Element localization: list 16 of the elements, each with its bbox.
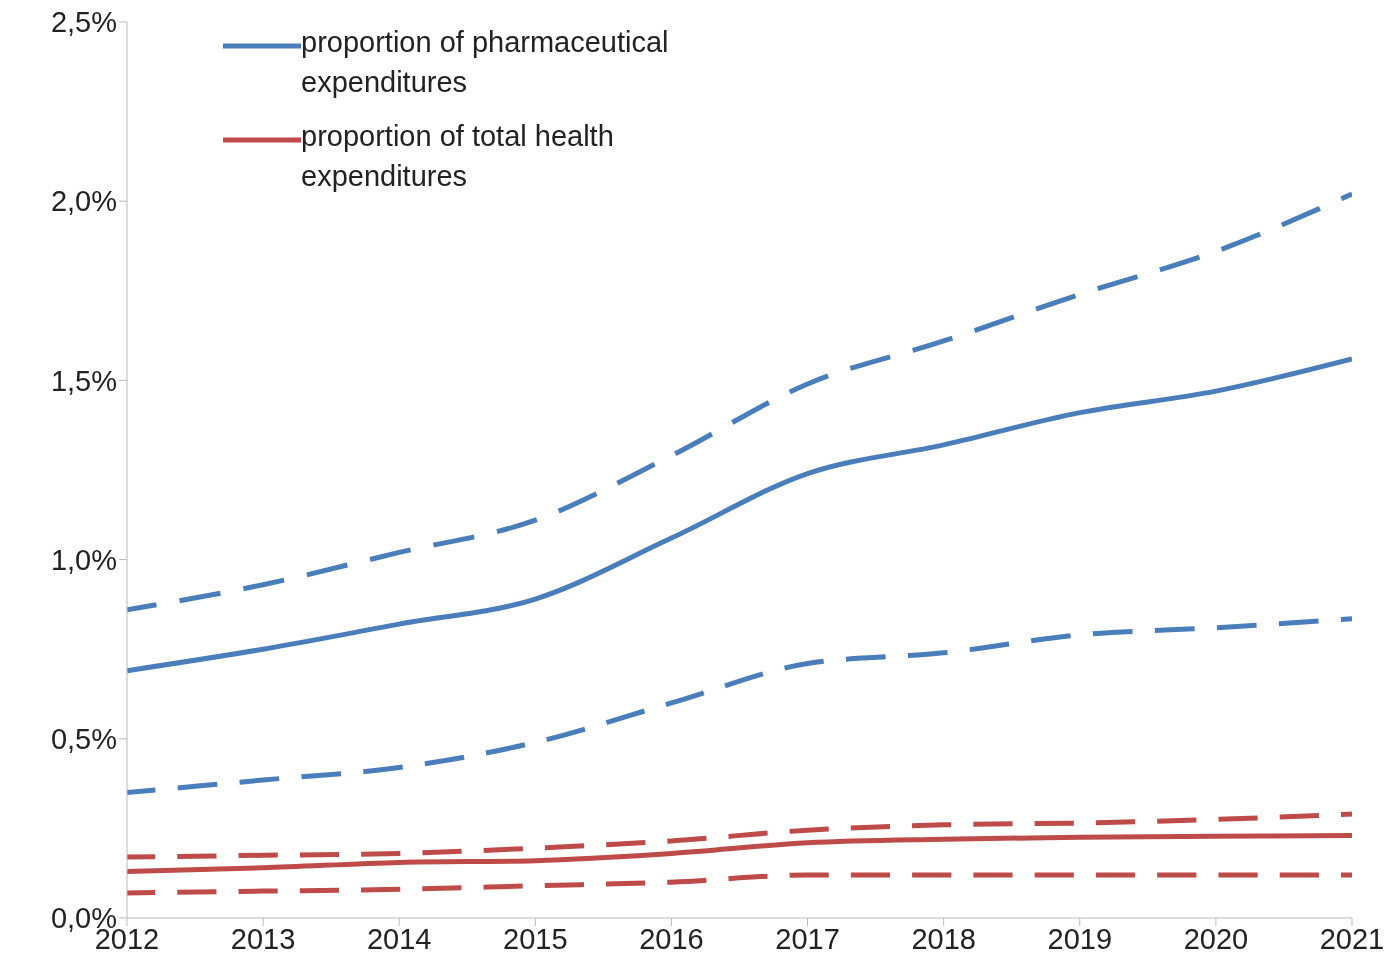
x-tick-label: 2013 [230,922,296,955]
x-tick-label: 2017 [775,922,840,955]
y-tick-label: 1,5% [50,364,117,397]
x-tick-label: 2021 [1319,922,1385,955]
x-tick-label: 2020 [1183,922,1249,955]
y-tick-label: 2,0% [50,185,117,218]
x-tick-label: 2016 [639,922,704,955]
legend-label: proportion of total health expenditures [301,119,615,194]
y-tick-label: 0,5% [50,723,117,756]
x-tick-label: 2014 [366,922,432,955]
x-tick-label: 2018 [911,922,976,955]
y-tick-label: 2,5% [50,6,117,39]
x-tick-label: 2015 [503,922,568,955]
legend-label: proportion of pharmaceutical expenditures [301,25,670,100]
y-tick-label: 1,0% [50,543,117,576]
x-tick-label: 2019 [1047,922,1113,955]
